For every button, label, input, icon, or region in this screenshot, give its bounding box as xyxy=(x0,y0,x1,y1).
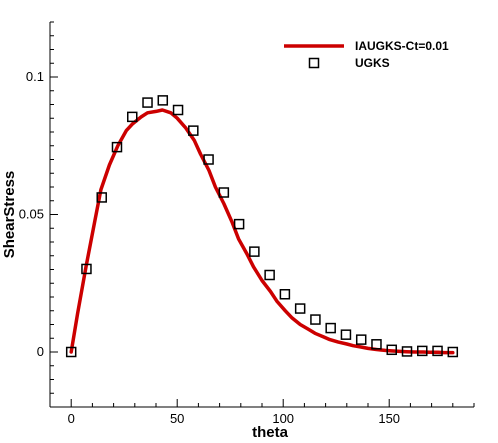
ugks-marker xyxy=(81,263,92,275)
legend-square-marker xyxy=(308,57,320,69)
x-tick-label: 0 xyxy=(68,411,75,426)
ugks-marker xyxy=(111,141,123,153)
x-axis-label: theta xyxy=(252,424,288,441)
ugks-marker xyxy=(142,97,153,108)
ugks-marker xyxy=(310,314,321,325)
ugks-marker xyxy=(127,111,138,123)
x-tick-label: 100 xyxy=(272,411,294,426)
legend-label-ugks: UGKS xyxy=(355,56,390,70)
legend-label-iaugks: IAUGKS-Ct=0.01 xyxy=(355,39,449,53)
ugks-marker xyxy=(96,192,107,203)
ugks-marker xyxy=(65,346,77,358)
ugks-marker xyxy=(172,104,184,116)
y-tick-label: 0 xyxy=(37,344,44,359)
ugks-marker xyxy=(294,303,306,314)
ugks-marker xyxy=(157,95,169,106)
series-layer xyxy=(65,95,459,358)
ugks-marker xyxy=(417,345,428,357)
legend: IAUGKS-Ct=0.01 UGKS xyxy=(284,39,449,70)
axis-ticks xyxy=(49,21,475,408)
ugks-marker xyxy=(386,344,397,356)
y-axis-label: ShearStress xyxy=(1,171,18,259)
x-tick-label: 50 xyxy=(170,411,184,426)
axis-tick-labels: 0 50 100 150 0 0.05 0.1 xyxy=(19,69,400,426)
ugks-marker xyxy=(279,289,291,300)
ugks-marker xyxy=(432,345,443,357)
ugks-marker xyxy=(264,269,275,281)
iaugks-line xyxy=(69,108,455,355)
ugks-marker xyxy=(188,125,199,136)
ugks-marker xyxy=(401,346,413,357)
ugks-marker xyxy=(203,154,214,165)
y-tick-label: 0.05 xyxy=(19,207,44,222)
plot-frame xyxy=(49,22,474,408)
x-tick-label: 150 xyxy=(378,411,400,426)
ugks-marker xyxy=(447,346,459,358)
ugks-marker xyxy=(218,187,230,198)
ugks-marker xyxy=(233,218,245,230)
y-tick-label: 0.1 xyxy=(26,69,44,84)
ugks-marker xyxy=(249,246,260,257)
ugks-marker xyxy=(340,329,352,340)
ugks-marker xyxy=(371,339,382,350)
ugks-marker xyxy=(355,334,367,345)
ugks-marker xyxy=(325,322,336,334)
